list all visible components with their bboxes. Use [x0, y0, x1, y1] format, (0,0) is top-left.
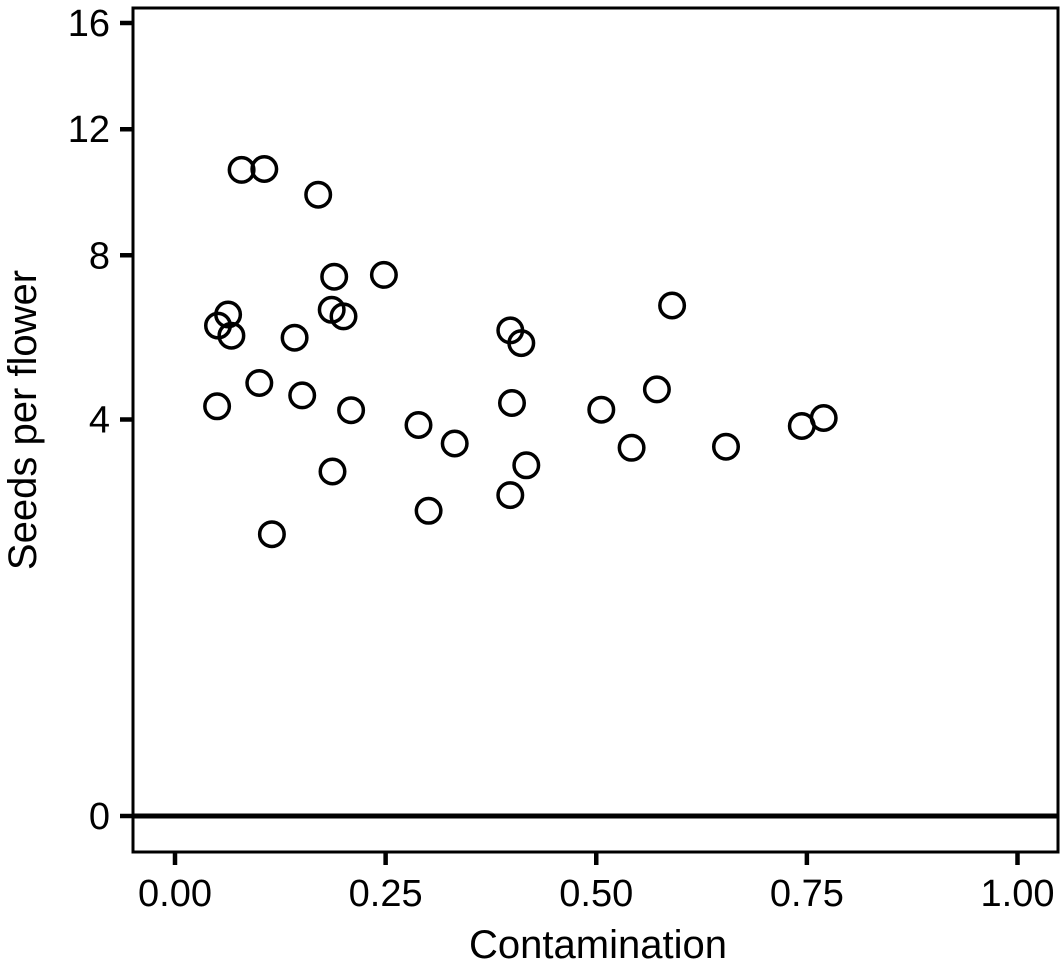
data-point — [507, 329, 536, 358]
y-axis-tick-label: 12 — [68, 109, 110, 151]
data-point — [227, 155, 256, 184]
data-point — [498, 389, 526, 417]
x-axis-tick-label: 0.00 — [138, 873, 212, 915]
data-point — [809, 404, 838, 432]
y-axis-tick-label: 8 — [89, 235, 110, 277]
y-axis-tick-label: 4 — [89, 400, 110, 442]
data-point — [440, 429, 469, 458]
data-point — [304, 180, 333, 209]
y-axis-title: Seeds per flower — [1, 270, 45, 570]
data-point — [404, 411, 433, 439]
data-point — [369, 260, 398, 289]
data-point — [329, 302, 358, 331]
x-axis-tick-label: 0.75 — [770, 873, 844, 915]
data-point — [250, 155, 279, 183]
data-point — [280, 323, 309, 352]
x-axis-tick-label: 0.50 — [559, 873, 633, 915]
data-point — [217, 321, 246, 350]
data-point — [245, 369, 274, 397]
plot-layer: 0.00 0.25 0.50 0.75 1.00 0 4 8 12 16 — [68, 3, 1060, 915]
data-point — [658, 291, 687, 320]
data-point — [288, 381, 317, 410]
y-axis-tick-label: 16 — [68, 3, 110, 45]
data-point — [512, 451, 541, 480]
data-point — [320, 262, 349, 291]
data-point — [414, 496, 443, 525]
x-axis-tick-label: 1.00 — [981, 873, 1055, 915]
data-point — [587, 395, 616, 424]
data-point — [642, 375, 671, 404]
plot-border — [131, 6, 1060, 854]
data-point — [318, 457, 347, 486]
data-point — [712, 432, 740, 461]
data-point — [257, 520, 286, 549]
x-axis-tick-label: 0.25 — [349, 873, 423, 915]
y-axis-tick-label: 0 — [89, 796, 110, 838]
data-point — [203, 392, 232, 421]
data-point — [337, 396, 366, 425]
x-axis-title: Contamination — [469, 923, 727, 967]
data-point — [496, 481, 525, 510]
data-point — [617, 433, 646, 462]
